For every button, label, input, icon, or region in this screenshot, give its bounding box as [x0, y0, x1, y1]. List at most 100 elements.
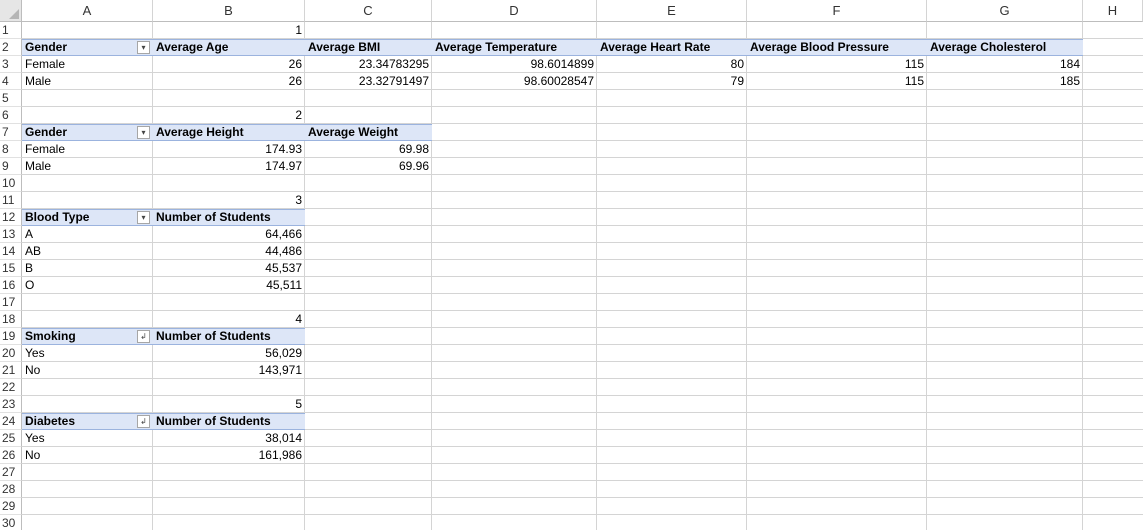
pivot-value: 44,486: [265, 244, 302, 258]
row-header-30[interactable]: 30: [0, 515, 22, 530]
row-header-15[interactable]: 15: [0, 260, 22, 277]
filter-dropdown-icon: ▾: [141, 43, 146, 52]
pivot-value: 38,014: [265, 431, 302, 445]
row-labels-filter-button[interactable]: ▾: [137, 41, 150, 54]
pivot-column-header: Number of Students: [156, 210, 271, 224]
pivot-index-label: 2: [295, 108, 302, 122]
gridline-horizontal: [22, 361, 1143, 362]
row-header-4[interactable]: 4: [0, 73, 22, 90]
pivot-header-top-border: [22, 209, 305, 210]
row-header-5[interactable]: 5: [0, 90, 22, 107]
gridline-horizontal: [22, 293, 1143, 294]
gridline-horizontal: [22, 72, 1143, 73]
row-header-6[interactable]: 6: [0, 107, 22, 124]
pivot-column-header: Number of Students: [156, 329, 271, 343]
row-header-26[interactable]: 26: [0, 447, 22, 464]
column-header-c[interactable]: C: [305, 0, 432, 22]
gridline-horizontal: [22, 412, 1143, 413]
gridline-horizontal: [22, 208, 1143, 209]
row-header-17[interactable]: 17: [0, 294, 22, 311]
gridline-horizontal: [22, 89, 1143, 90]
pivot-column-header: Average Height: [156, 125, 244, 139]
pivot-value: 161,986: [258, 448, 302, 462]
pivot-row-label: O: [25, 278, 35, 292]
pivot-column-header: Average Weight: [308, 125, 399, 139]
pivot-column-header: Smoking: [25, 329, 76, 343]
gridline-horizontal: [22, 378, 1143, 379]
pivot-index-label: 3: [295, 193, 302, 207]
row-labels-filter-button[interactable]: ↲: [137, 415, 150, 428]
pivot-value: 174.93: [265, 142, 302, 156]
pivot-header-band: [22, 124, 432, 141]
column-header-e[interactable]: E: [597, 0, 747, 22]
row-header-2[interactable]: 2: [0, 39, 22, 56]
row-header-19[interactable]: 19: [0, 328, 22, 345]
pivot-value: 45,511: [266, 278, 302, 292]
pivot-value: 69.98: [398, 142, 429, 156]
pivot-value: 69.96: [398, 159, 429, 173]
row-header-28[interactable]: 28: [0, 481, 22, 498]
column-header-d[interactable]: D: [432, 0, 597, 22]
row-header-23[interactable]: 23: [0, 396, 22, 413]
pivot-row-label: Female: [25, 142, 66, 156]
row-header-22[interactable]: 22: [0, 379, 22, 396]
row-labels-filter-button[interactable]: ▾: [137, 126, 150, 139]
pivot-column-header: Average BMI: [308, 40, 381, 54]
row-header-27[interactable]: 27: [0, 464, 22, 481]
pivot-value: 98.60028547: [523, 74, 594, 88]
sort-filter-icon: ↲: [140, 417, 147, 426]
row-header-21[interactable]: 21: [0, 362, 22, 379]
pivot-value: 56,029: [265, 346, 302, 360]
gridline-horizontal: [22, 106, 1143, 107]
row-header-14[interactable]: 14: [0, 243, 22, 260]
pivot-header-top-border: [22, 39, 1083, 40]
gridline-horizontal: [22, 395, 1143, 396]
row-header-24[interactable]: 24: [0, 413, 22, 430]
row-header-13[interactable]: 13: [0, 226, 22, 243]
pivot-value: 143,971: [258, 363, 302, 377]
row-header-1[interactable]: 1: [0, 22, 22, 39]
pivot-value: 23.32791497: [358, 74, 429, 88]
column-header-f[interactable]: F: [747, 0, 927, 22]
pivot-index-label: 5: [295, 397, 302, 411]
gridline-horizontal: [22, 38, 1143, 39]
row-header-3[interactable]: 3: [0, 56, 22, 73]
pivot-header-band: [22, 328, 305, 345]
gridline-horizontal: [22, 157, 1143, 158]
row-header-9[interactable]: 9: [0, 158, 22, 175]
row-header-10[interactable]: 10: [0, 175, 22, 192]
row-header-18[interactable]: 18: [0, 311, 22, 328]
pivot-value: 80: [730, 57, 744, 71]
row-header-16[interactable]: 16: [0, 277, 22, 294]
row-labels-filter-button[interactable]: ↲: [137, 330, 150, 343]
pivot-value: 64,466: [265, 227, 302, 241]
gridline-horizontal: [22, 514, 1143, 515]
pivot-row-label: Female: [25, 57, 66, 71]
pivot-value: 79: [730, 74, 744, 88]
row-header-12[interactable]: 12: [0, 209, 22, 226]
pivot-header-top-border: [22, 413, 305, 414]
column-header-h[interactable]: H: [1083, 0, 1143, 22]
row-labels-filter-button[interactable]: ▾: [137, 211, 150, 224]
row-header-11[interactable]: 11: [0, 192, 22, 209]
filter-dropdown-icon: ▾: [141, 128, 146, 137]
column-header-b[interactable]: B: [153, 0, 305, 22]
pivot-value: 174.97: [265, 159, 302, 173]
pivot-row-label: Yes: [25, 431, 45, 445]
column-header-g[interactable]: G: [927, 0, 1083, 22]
gridline-horizontal: [22, 463, 1143, 464]
row-header-29[interactable]: 29: [0, 498, 22, 515]
row-header-8[interactable]: 8: [0, 141, 22, 158]
row-header-7[interactable]: 7: [0, 124, 22, 141]
row-header-20[interactable]: 20: [0, 345, 22, 362]
pivot-row-label: No: [25, 363, 41, 377]
pivot-column-header: Diabetes: [25, 414, 76, 428]
pivot-header-band: [22, 39, 1083, 56]
select-all-icon: [9, 9, 19, 19]
select-all-corner[interactable]: [0, 0, 22, 22]
row-header-25[interactable]: 25: [0, 430, 22, 447]
column-header-a[interactable]: A: [22, 0, 153, 22]
pivot-row-label: A: [25, 227, 34, 241]
pivot-value: 26: [288, 57, 302, 71]
gridline-horizontal: [22, 123, 1143, 124]
